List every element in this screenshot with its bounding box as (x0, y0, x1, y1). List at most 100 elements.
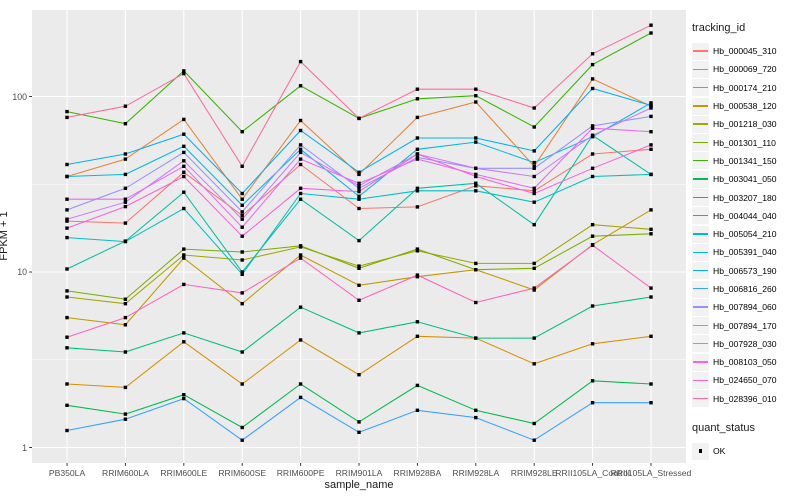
data-point (123, 204, 128, 209)
data-point (357, 264, 361, 268)
data-point (590, 379, 595, 383)
data-point (649, 106, 653, 110)
data-point (182, 170, 186, 174)
legend-line-swatch (693, 361, 708, 363)
data-point (532, 266, 536, 270)
data-point (123, 315, 128, 320)
data-point (532, 421, 536, 426)
data-point (240, 210, 244, 214)
x-tick-label: PB350LA (48, 468, 86, 478)
data-point (357, 184, 361, 188)
legend-entry: Hb_001301_110 (692, 133, 798, 152)
data-point (65, 208, 69, 212)
data-point (357, 420, 361, 424)
legend-entry: Hb_004044_040 (692, 207, 798, 225)
data-point (590, 124, 595, 128)
legend-line-swatch (693, 342, 708, 345)
data-point (65, 115, 69, 120)
legend-entry-label: Hb_007928_030 (713, 338, 777, 349)
legend-entry: Hb_028396_010 (692, 390, 798, 408)
legend-entry-label: Hb_000045_310 (713, 46, 777, 57)
legend-entry: Hb_000069_720 (692, 60, 798, 78)
data-point (182, 331, 186, 335)
x-axis-title: sample_name (324, 479, 394, 491)
data-point (474, 172, 478, 177)
legend-key (692, 170, 709, 188)
data-point (240, 272, 244, 276)
legend-line-swatch (693, 397, 708, 400)
data-point (532, 362, 536, 366)
legend-line-swatch (693, 288, 708, 290)
data-point (474, 415, 478, 420)
data-point (123, 323, 128, 327)
data-point (649, 101, 653, 105)
data-point (590, 62, 595, 67)
data-point (65, 295, 69, 299)
data-point (123, 239, 128, 244)
data-point (357, 170, 361, 174)
data-point (649, 23, 653, 27)
data-point (474, 184, 478, 188)
data-point (415, 383, 420, 388)
legend-key (692, 442, 709, 460)
data-point (415, 189, 420, 193)
legend-key (692, 97, 709, 115)
legend-line-swatch (693, 123, 708, 125)
data-point (357, 298, 361, 302)
data-point (298, 253, 303, 257)
data-point (65, 346, 69, 350)
x-tick-label: RRIM928LE (510, 468, 558, 478)
data-point (474, 181, 478, 185)
legend-entry: OK (692, 442, 798, 460)
data-point (415, 334, 420, 338)
data-point (182, 340, 186, 344)
data-point (240, 225, 244, 229)
legend-key (692, 207, 709, 225)
legend-key (692, 115, 709, 133)
data-point (182, 71, 186, 76)
legend-key (692, 280, 709, 298)
legend-key (692, 298, 709, 316)
legend-key (692, 371, 709, 389)
data-point (357, 238, 361, 243)
legend-line-swatch (693, 324, 708, 327)
data-point (532, 125, 536, 129)
data-point (65, 226, 69, 230)
data-point (298, 244, 303, 248)
data-point (240, 217, 244, 221)
legend-entry: Hb_001218_030 (692, 115, 798, 133)
legend-entry-label: Hb_000538_120 (713, 101, 777, 112)
legend-key (692, 152, 709, 170)
legend-key (692, 189, 709, 207)
legend-entry-label: Hb_008103_050 (713, 357, 777, 368)
data-point (532, 438, 536, 442)
legend-entry-label: Hb_001301_110 (713, 137, 776, 148)
data-point (123, 221, 128, 225)
data-point (474, 261, 478, 266)
data-point (240, 213, 244, 218)
data-point (182, 393, 186, 397)
data-point (298, 338, 303, 342)
data-point (182, 206, 186, 211)
x-tick-label: RRIM600LA (102, 468, 149, 478)
data-point (65, 267, 69, 271)
data-point (298, 84, 303, 88)
data-point (415, 136, 420, 140)
legend-key (692, 60, 709, 78)
legend-key (692, 42, 709, 60)
data-point (590, 342, 595, 346)
legend-line-swatch (693, 141, 708, 144)
data-point (65, 219, 69, 223)
data-point (649, 147, 653, 151)
data-point (298, 128, 303, 133)
data-point (415, 320, 420, 324)
data-point (240, 250, 244, 254)
data-point (240, 203, 244, 207)
data-point (357, 189, 361, 194)
legend-entry: Hb_001341_150 (692, 152, 798, 170)
data-point (240, 191, 244, 196)
data-point (240, 291, 244, 295)
legend-entry-label: Hb_024650_070 (713, 375, 777, 386)
data-point (357, 181, 361, 185)
